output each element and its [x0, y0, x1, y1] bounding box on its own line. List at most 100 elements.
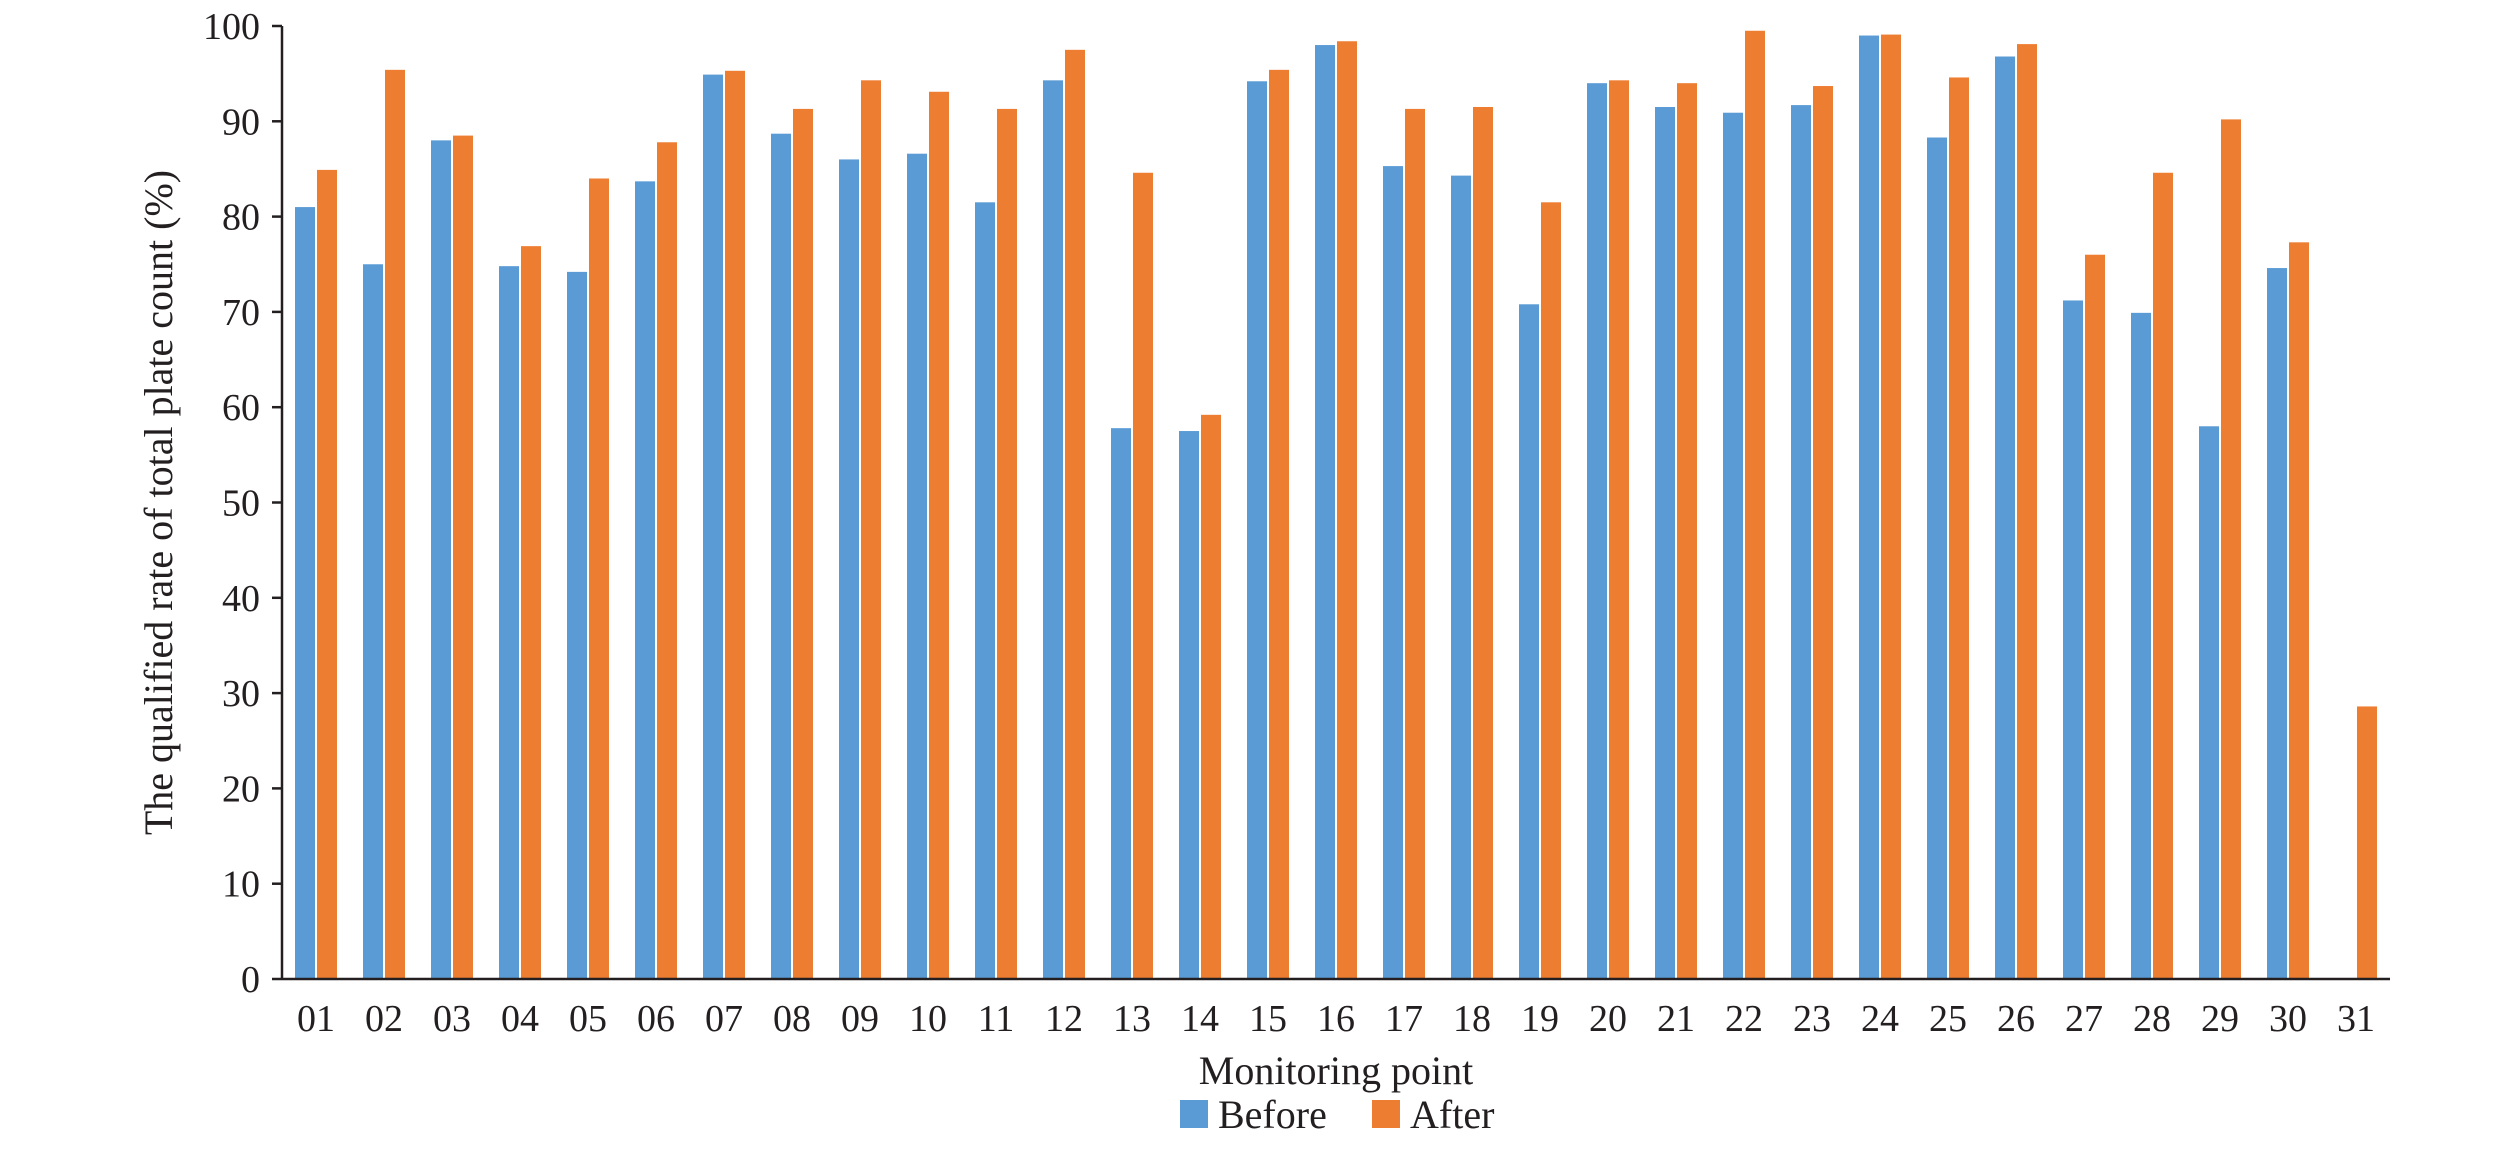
- y-tick-label-100: 100: [203, 6, 260, 48]
- x-tick-label-12: 12: [1045, 998, 1083, 1040]
- y-tick-label-0: 0: [241, 959, 260, 1001]
- bar-after-19: [1541, 202, 1561, 979]
- x-tick-label-28: 28: [2133, 998, 2171, 1040]
- legend-label-after: After: [1410, 1092, 1494, 1137]
- x-tick-label-25: 25: [1929, 998, 1967, 1040]
- x-tick-label-14: 14: [1181, 998, 1219, 1040]
- x-tick-label-02: 02: [365, 998, 403, 1040]
- x-tick-label-23: 23: [1793, 998, 1831, 1040]
- bar-after-27: [2085, 254, 2105, 980]
- x-tick-label-18: 18: [1453, 998, 1491, 1040]
- x-tick-label-30: 30: [2269, 998, 2307, 1040]
- bar-before-06: [635, 181, 655, 980]
- bar-before-21: [1655, 107, 1675, 979]
- bar-after-16: [1337, 41, 1357, 979]
- bar-after-17: [1405, 108, 1425, 979]
- bar-before-28: [2131, 312, 2151, 980]
- x-tick-label-24: 24: [1861, 998, 1899, 1040]
- x-tick-label-01: 01: [297, 998, 335, 1040]
- bar-after-21: [1677, 83, 1697, 980]
- bar-after-20: [1609, 80, 1629, 979]
- bar-before-05: [567, 271, 587, 979]
- legend: Before After: [1180, 1092, 1494, 1137]
- y-tick-label-10: 10: [222, 864, 260, 906]
- bar-before-09: [839, 159, 859, 980]
- x-tick-label-29: 29: [2201, 998, 2239, 1040]
- bar-before-08: [771, 133, 791, 979]
- x-tick-label-31: 31: [2337, 998, 2375, 1040]
- y-tick-label-60: 60: [222, 387, 260, 429]
- x-tick-label-10: 10: [909, 998, 947, 1040]
- bar-after-23: [1813, 86, 1833, 980]
- x-axis-title: Monitoring point: [1199, 1048, 1473, 1093]
- y-tick-label-20: 20: [222, 768, 260, 810]
- x-tick-label-08: 08: [773, 998, 811, 1040]
- bar-after-30: [2289, 242, 2309, 979]
- bar-before-16: [1315, 45, 1335, 980]
- x-tick-label-05: 05: [569, 998, 607, 1040]
- bar-before-30: [2267, 268, 2287, 979]
- bar-before-20: [1587, 83, 1607, 980]
- y-tick-label-80: 80: [222, 197, 260, 239]
- bar-before-07: [703, 74, 723, 980]
- x-tick-label-03: 03: [433, 998, 471, 1040]
- x-tick-label-13: 13: [1113, 998, 1151, 1040]
- bar-before-24: [1859, 35, 1879, 979]
- y-axis-title: The qualified rate of total plate count …: [136, 170, 181, 835]
- axes-layer: [272, 24, 2390, 981]
- bar-before-03: [431, 140, 451, 980]
- y-tick-label-50: 50: [222, 483, 260, 525]
- bar-after-24: [1881, 34, 1901, 979]
- bar-after-26: [2017, 44, 2037, 980]
- bar-after-15: [1269, 69, 1289, 980]
- bar-before-12: [1043, 80, 1063, 979]
- bar-after-11: [997, 108, 1017, 979]
- bar-before-01: [295, 207, 315, 979]
- bar-after-14: [1201, 414, 1221, 979]
- x-tick-label-11: 11: [978, 998, 1015, 1040]
- bar-before-27: [2063, 300, 2083, 980]
- x-tick-label-17: 17: [1385, 998, 1423, 1040]
- bar-before-17: [1383, 166, 1403, 980]
- x-tick-label-16: 16: [1317, 998, 1355, 1040]
- legend-label-before: Before: [1218, 1092, 1327, 1137]
- bar-before-23: [1791, 105, 1811, 980]
- bar-before-10: [907, 153, 927, 979]
- x-tick-label-07: 07: [705, 998, 743, 1040]
- y-tick-label-40: 40: [222, 578, 260, 620]
- bar-after-29: [2221, 119, 2241, 979]
- bar-before-02: [363, 264, 383, 979]
- x-tick-label-19: 19: [1521, 998, 1559, 1040]
- bar-before-19: [1519, 304, 1539, 979]
- bar-before-13: [1111, 428, 1131, 979]
- bar-before-15: [1247, 81, 1267, 979]
- x-tick-label-21: 21: [1657, 998, 1695, 1040]
- x-tick-label-26: 26: [1997, 998, 2035, 1040]
- bar-before-14: [1179, 431, 1199, 979]
- bar-after-28: [2153, 172, 2173, 979]
- x-tick-label-15: 15: [1249, 998, 1287, 1040]
- bar-before-04: [499, 266, 519, 979]
- bar-after-01: [317, 169, 337, 979]
- y-tick-label-30: 30: [222, 673, 260, 715]
- bar-before-18: [1451, 175, 1471, 979]
- bar-after-03: [453, 135, 473, 980]
- bar-after-06: [657, 142, 677, 979]
- bar-after-31: [2357, 706, 2377, 979]
- bar-before-11: [975, 202, 995, 979]
- bar-after-25: [1949, 77, 1969, 979]
- bar-after-05: [589, 178, 609, 980]
- bar-after-12: [1065, 49, 1085, 979]
- x-tick-label-06: 06: [637, 998, 675, 1040]
- bar-after-02: [385, 69, 405, 980]
- y-tick-label-70: 70: [222, 292, 260, 334]
- bar-after-07: [725, 70, 745, 980]
- labels-layer: 0 10 20 30 40 50 60 70 80 90 100 01 02 03 04 05 06 07 08 09…: [203, 6, 2375, 1040]
- x-tick-label-22: 22: [1725, 998, 1763, 1040]
- bar-before-25: [1927, 137, 1947, 979]
- bar-after-22: [1745, 30, 1765, 979]
- x-tick-label-04: 04: [501, 998, 539, 1040]
- bar-before-29: [2199, 426, 2219, 979]
